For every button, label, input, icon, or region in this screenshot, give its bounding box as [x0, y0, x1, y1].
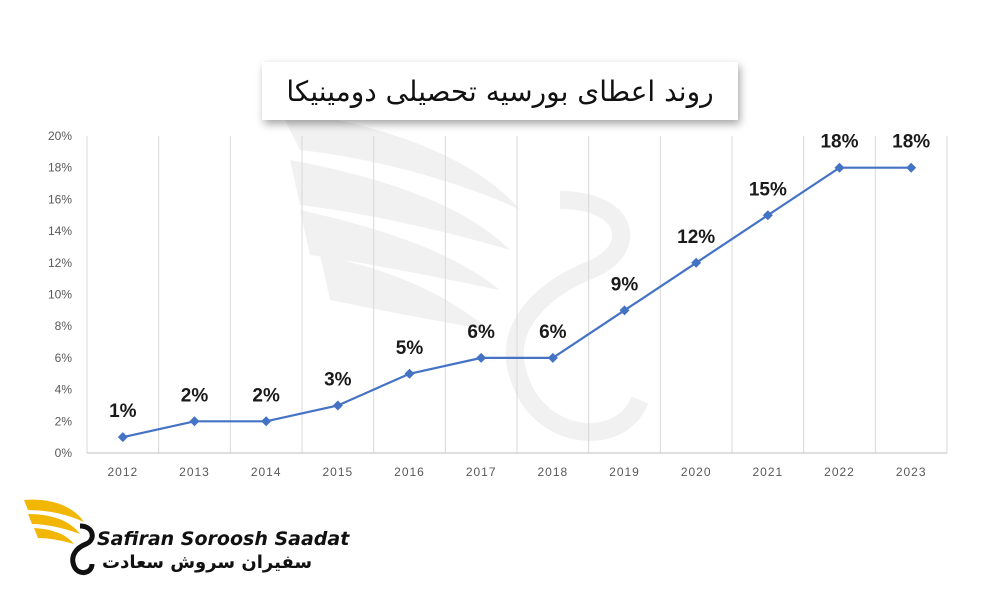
data-point-marker [332, 400, 343, 411]
x-tick-label: 2013 [179, 465, 210, 479]
data-label: 15% [749, 179, 787, 200]
data-point-marker [117, 432, 128, 443]
x-tick-label: 2019 [609, 465, 640, 479]
y-tick-label: 14% [48, 224, 72, 238]
data-point-marker [476, 352, 487, 363]
data-label: 6% [467, 322, 495, 343]
brand-logo: Safiran Soroosh Saadat سفیران سروش سعادت [22, 492, 349, 582]
data-point-marker [619, 305, 630, 316]
brand-name-en: Safiran Soroosh Saadat [97, 528, 350, 550]
y-tick-label: 10% [48, 288, 72, 302]
y-tick-label: 4% [55, 383, 73, 397]
chart-title: روند اعطای بورسیه تحصیلی دومینیکا [286, 74, 714, 108]
data-label: 5% [396, 338, 424, 359]
data-label: 12% [677, 227, 715, 248]
chart-title-box: روند اعطای بورسیه تحصیلی دومینیکا [262, 62, 738, 120]
x-tick-label: 2020 [681, 465, 712, 479]
data-label: 18% [820, 132, 858, 153]
y-tick-label: 16% [48, 192, 72, 206]
data-point-marker [762, 210, 773, 221]
data-point-marker [691, 257, 702, 268]
y-tick-label: 18% [48, 161, 72, 175]
data-label: 2% [181, 385, 209, 406]
data-label: 18% [892, 132, 930, 153]
y-tick-label: 0% [55, 446, 73, 460]
data-point-marker [834, 162, 845, 173]
x-tick-label: 2023 [896, 465, 927, 479]
x-tick-label: 2012 [107, 465, 138, 479]
x-tick-label: 2016 [394, 465, 425, 479]
x-tick-label: 2017 [466, 465, 497, 479]
x-tick-label: 2021 [752, 465, 783, 479]
watermark-icon [280, 110, 649, 441]
data-label: 2% [252, 385, 280, 406]
y-tick-label: 12% [48, 256, 72, 270]
data-point-marker [547, 352, 558, 363]
x-tick-label: 2022 [824, 465, 855, 479]
x-tick-label: 2018 [537, 465, 568, 479]
brand-name-fa: سفیران سروش سعادت [102, 552, 313, 573]
y-tick-label: 8% [55, 319, 73, 333]
wing-logo-icon [24, 499, 95, 575]
data-label: 6% [539, 322, 567, 343]
data-label: 3% [324, 369, 352, 390]
y-tick-label: 20% [48, 129, 72, 143]
x-tick-label: 2015 [322, 465, 353, 479]
data-point-marker [404, 368, 415, 379]
data-point-marker [261, 416, 272, 427]
y-tick-label: 2% [55, 414, 73, 428]
x-tick-label: 2014 [251, 465, 282, 479]
y-tick-label: 6% [55, 351, 73, 365]
data-label: 1% [109, 401, 137, 422]
data-point-marker [189, 416, 200, 427]
data-point-marker [906, 162, 917, 173]
data-label: 9% [611, 274, 639, 295]
series-line [122, 166, 912, 439]
